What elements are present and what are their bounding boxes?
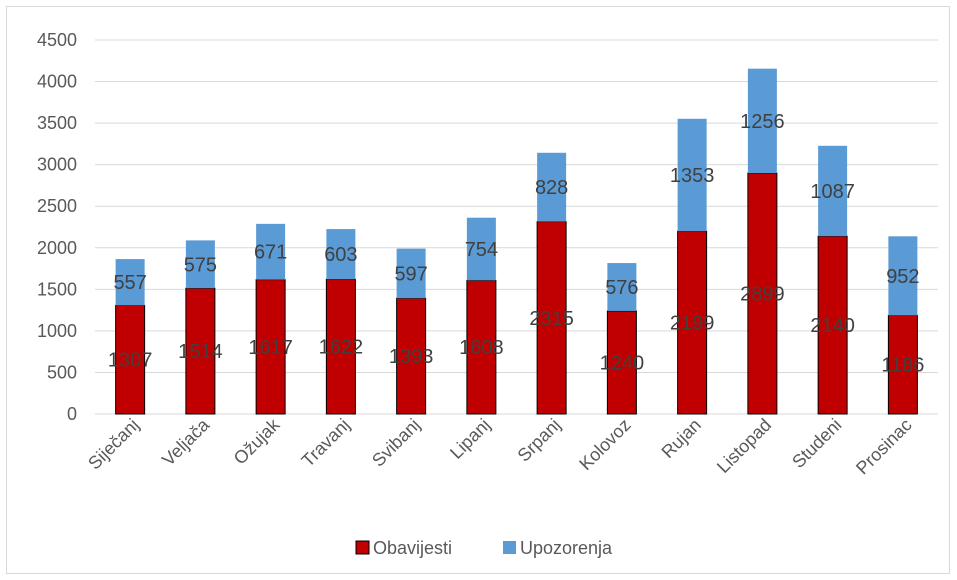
y-tick-label: 500 (47, 362, 77, 382)
bar-obavijesti-2 (255, 279, 286, 415)
x-tick-label-1: Veljača (158, 414, 214, 470)
bar-obavijesti-4 (396, 297, 427, 415)
x-tick-label-10: Studeni (788, 415, 845, 472)
data-label-upozorenja-4: 597 (394, 263, 427, 285)
y-tick-label: 3000 (37, 155, 77, 175)
data-label-obavijesti-8: 2199 (670, 313, 715, 335)
data-label-obavijesti-4: 1393 (389, 346, 434, 368)
y-axis-ticks: 0 500 1000 1500 2000 2500 3000 3500 4000 4500 (37, 30, 77, 424)
bar-obavijesti-3 (325, 278, 356, 415)
data-label-obavijesti-9: 2899 (740, 284, 785, 306)
bar-obavijesti-11 (887, 314, 918, 415)
x-tick-label-8: Rujan (658, 415, 705, 462)
bar-upozorenja-0 (115, 259, 145, 306)
data-label-upozorenja-2: 671 (254, 242, 287, 264)
bar-upozorenja-8 (677, 118, 707, 232)
bar-upozorenja-6 (537, 152, 567, 222)
legend: Obavijesti Upozorenja (355, 538, 613, 558)
data-label-obavijesti-3: 1622 (319, 337, 364, 359)
bar-upozorenja-7 (607, 263, 637, 311)
y-tick-label: 4000 (37, 72, 77, 92)
bar-obavijesti-0 (115, 304, 146, 415)
y-tick-label: 0 (67, 404, 77, 424)
x-tick-label-0: Siječanj (84, 415, 143, 474)
y-tick-label: 2000 (37, 238, 77, 258)
bar-upozorenja-9 (747, 68, 777, 174)
data-label-upozorenja-3: 603 (324, 244, 357, 266)
data-label-obavijesti-6: 2315 (529, 308, 574, 330)
data-label-obavijesti-10: 2140 (810, 315, 855, 337)
data-label-obavijesti-2: 1617 (248, 337, 293, 359)
gridlines (95, 39, 938, 415)
data-label-obavijesti-1: 1514 (178, 341, 223, 363)
bar-upozorenja-1 (185, 240, 215, 289)
y-tick-label: 4500 (37, 30, 77, 50)
bar-obavijesti-7 (606, 310, 637, 415)
data-label-upozorenja-5: 754 (465, 239, 498, 261)
y-tick-label: 3500 (37, 113, 77, 133)
bar-obavijesti-5 (466, 279, 497, 415)
x-tick-label-2: Ožujak (230, 414, 284, 468)
bars (115, 68, 918, 415)
data-label-upozorenja-1: 575 (184, 254, 217, 276)
legend-swatch-upozorenja (503, 541, 516, 554)
x-tick-label-5: Lipanj (446, 415, 494, 463)
bar-upozorenja-11 (888, 236, 918, 316)
data-label-obavijesti-11: 1186 (881, 355, 924, 377)
x-tick-label-9: Listopad (713, 415, 775, 477)
bar-upozorenja-10 (818, 145, 848, 237)
data-label-upozorenja-6: 828 (535, 177, 568, 199)
data-label-upozorenja-7: 576 (605, 277, 638, 299)
x-axis-ticks: Siječanj Veljača Ožujak Travanj Svibanj Lipan… (84, 414, 915, 478)
data-label-obavijesti-5: 1608 (459, 337, 504, 359)
x-tick-label-6: Srpanj (514, 415, 565, 466)
data-label-upozorenja-8: 1353 (670, 165, 715, 187)
bar-upozorenja-5 (466, 217, 496, 281)
data-labels: 1307 557 1514 575 1617 671 1622 603 1393 597 1608 7… (108, 111, 925, 377)
x-tick-label-3: Travanj (298, 415, 354, 471)
legend-swatch-obavijesti (355, 540, 370, 555)
data-label-upozorenja-10: 1087 (810, 181, 855, 203)
bar-upozorenja-3 (326, 229, 356, 280)
x-tick-label-7: Kolovoz (575, 415, 634, 474)
legend-label-upozorenja: Upozorenja (520, 538, 613, 558)
data-label-upozorenja-11: 952 (886, 266, 919, 288)
x-tick-label-4: Svibanj (368, 415, 424, 471)
bar-upozorenja-2 (256, 223, 286, 280)
data-label-upozorenja-0: 557 (113, 272, 146, 294)
y-tick-label: 1000 (37, 321, 77, 341)
bar-upozorenja-4 (396, 248, 426, 299)
x-tick-label-11: Prosinac (852, 415, 916, 479)
y-tick-label: 2500 (37, 196, 77, 216)
bar-obavijesti-6 (536, 221, 567, 415)
data-label-obavijesti-0: 1307 (108, 350, 153, 372)
bar-obavijesti-10 (817, 235, 848, 415)
data-label-obavijesti-7: 1240 (600, 352, 645, 374)
legend-label-obavijesti: Obavijesti (373, 538, 452, 558)
data-label-upozorenja-9: 1256 (740, 111, 785, 133)
bar-obavijesti-1 (185, 287, 216, 415)
y-tick-label: 1500 (37, 279, 77, 299)
